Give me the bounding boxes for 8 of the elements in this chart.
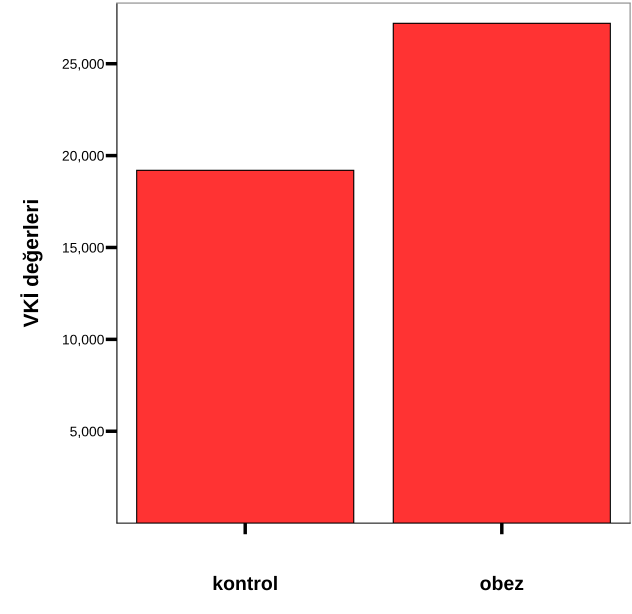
x-tick-label: kontrol <box>214 576 277 590</box>
y-tick-label: 25,000 <box>62 59 104 71</box>
y-tick-label: 15,000 <box>63 242 104 254</box>
y-tick-label: 5,000 <box>70 426 104 438</box>
x-tick-label: obez <box>480 576 524 590</box>
y-tick-label: 10,000 <box>63 334 104 346</box>
y-tick-label: 20,000 <box>62 150 104 162</box>
y-axis-title: VKİ değerleri <box>20 200 42 328</box>
